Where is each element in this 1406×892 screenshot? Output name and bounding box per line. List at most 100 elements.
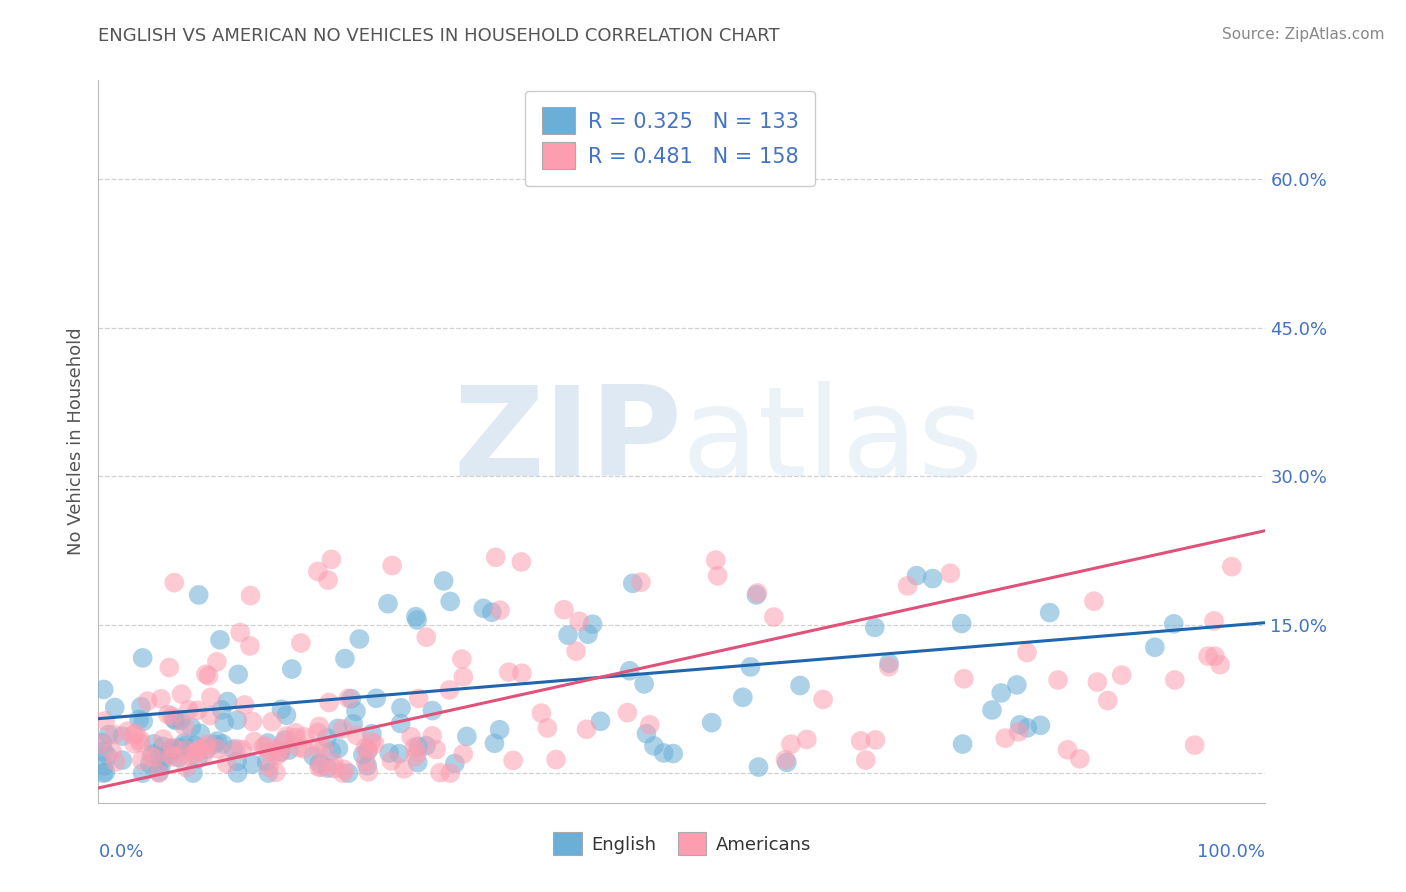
Point — [136, 694, 159, 708]
Point — [321, 552, 343, 566]
Point — [148, 764, 170, 779]
Point — [174, 743, 197, 757]
Point — [897, 579, 920, 593]
Point — [188, 726, 211, 740]
Point — [415, 739, 437, 753]
Point — [308, 756, 330, 771]
Point — [981, 703, 1004, 717]
Point — [381, 558, 404, 573]
Point — [150, 692, 173, 706]
Point — [1197, 649, 1219, 664]
Point — [281, 662, 304, 676]
Point — [229, 625, 252, 640]
Point — [177, 703, 200, 717]
Point — [392, 762, 415, 776]
Point — [277, 743, 299, 757]
Point — [222, 742, 245, 756]
Point — [439, 594, 461, 608]
Point — [94, 714, 117, 728]
Point — [139, 756, 162, 771]
Point — [215, 756, 238, 771]
Point — [1015, 646, 1038, 660]
Point — [921, 572, 943, 586]
Point — [257, 760, 280, 774]
Point — [389, 700, 412, 714]
Point — [187, 588, 209, 602]
Point — [205, 734, 228, 748]
Point — [173, 736, 195, 750]
Point — [363, 737, 385, 751]
Point — [704, 553, 727, 567]
Point — [415, 630, 437, 644]
Point — [406, 613, 429, 627]
Point — [865, 733, 887, 747]
Point — [502, 754, 524, 768]
Point — [530, 706, 553, 720]
Point — [131, 754, 153, 768]
Point — [149, 759, 172, 773]
Point — [181, 766, 204, 780]
Point — [328, 741, 350, 756]
Point — [352, 747, 374, 762]
Point — [408, 691, 430, 706]
Point — [450, 652, 472, 666]
Point — [94, 765, 117, 780]
Point — [950, 616, 973, 631]
Point — [187, 744, 209, 758]
Point — [472, 601, 495, 615]
Point — [193, 747, 215, 761]
Point — [630, 575, 652, 590]
Point — [557, 628, 579, 642]
Point — [575, 723, 598, 737]
Point — [97, 749, 120, 764]
Point — [422, 704, 444, 718]
Point — [160, 747, 183, 761]
Point — [456, 730, 478, 744]
Point — [131, 651, 153, 665]
Point — [621, 576, 644, 591]
Point — [169, 741, 191, 756]
Point — [740, 660, 762, 674]
Point — [276, 708, 298, 723]
Point — [990, 686, 1012, 700]
Point — [356, 758, 378, 772]
Text: ENGLISH VS AMERICAN NO VEHICLES IN HOUSEHOLD CORRELATION CHART: ENGLISH VS AMERICAN NO VEHICLES IN HOUSE… — [98, 27, 780, 45]
Point — [316, 731, 339, 745]
Point — [260, 714, 283, 729]
Point — [239, 589, 262, 603]
Point — [399, 730, 422, 744]
Point — [357, 743, 380, 757]
Point — [204, 737, 226, 751]
Point — [254, 739, 277, 754]
Point — [170, 687, 193, 701]
Point — [429, 765, 451, 780]
Point — [485, 550, 508, 565]
Point — [789, 679, 811, 693]
Point — [1083, 594, 1105, 608]
Point — [565, 644, 588, 658]
Point — [93, 744, 115, 758]
Point — [662, 747, 685, 761]
Point — [636, 726, 658, 740]
Point — [257, 766, 280, 780]
Point — [197, 669, 219, 683]
Point — [160, 709, 183, 723]
Point — [546, 753, 568, 767]
Point — [292, 741, 315, 756]
Point — [433, 574, 456, 588]
Point — [619, 664, 641, 678]
Point — [276, 729, 298, 743]
Point — [267, 741, 290, 756]
Point — [489, 603, 512, 617]
Point — [162, 740, 184, 755]
Point — [257, 736, 280, 750]
Point — [349, 632, 371, 646]
Point — [308, 719, 330, 733]
Point — [633, 677, 655, 691]
Point — [266, 748, 288, 763]
Point — [208, 632, 231, 647]
Point — [211, 703, 233, 717]
Point — [1005, 678, 1028, 692]
Point — [132, 714, 155, 729]
Point — [1056, 743, 1078, 757]
